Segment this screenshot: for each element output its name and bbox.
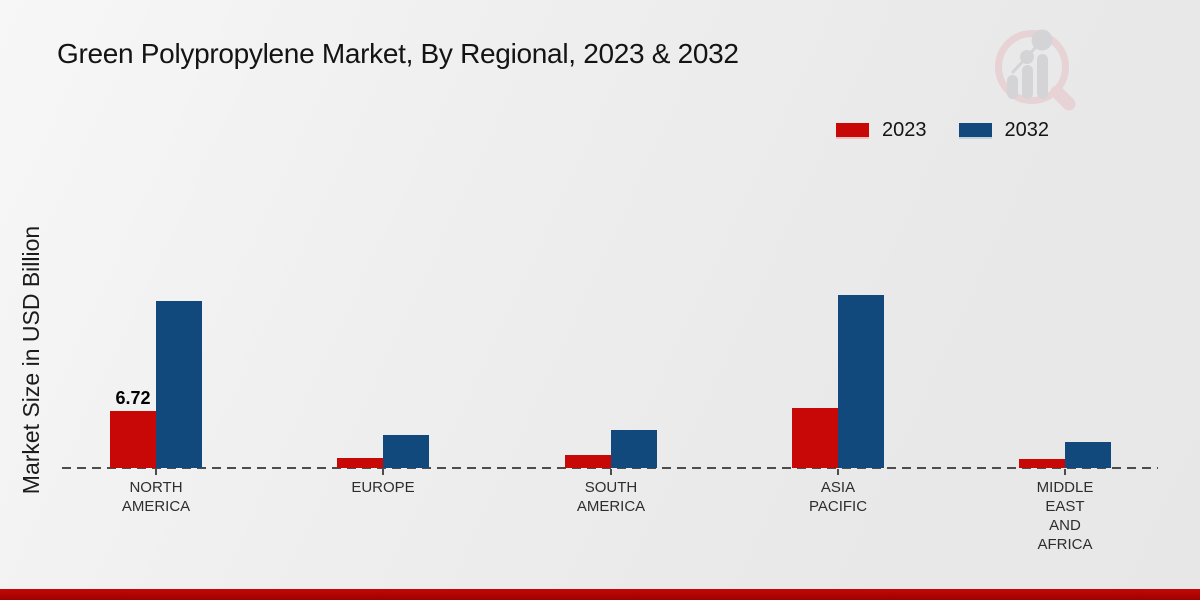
bar-2023-asia-pacific bbox=[792, 408, 838, 468]
magnifier-bar-chart-logo-icon bbox=[995, 29, 1076, 111]
category-label-europe: EUROPE bbox=[351, 479, 415, 496]
category-label-south-america: SOUTH AMERICA bbox=[576, 479, 646, 515]
x-axis-tick-asia-pacific bbox=[837, 469, 839, 475]
legend: 2023 2032 bbox=[836, 119, 1049, 142]
value-label-2023-north-america: 6.72 bbox=[115, 388, 151, 408]
bar-2023-middle-east-and-africa bbox=[1019, 459, 1065, 468]
legend-swatch-2023 bbox=[836, 122, 869, 139]
bar-2032-asia-pacific bbox=[838, 295, 884, 468]
legend-item-2023: 2023 bbox=[836, 119, 927, 142]
legend-label-2032: 2032 bbox=[1004, 119, 1050, 141]
x-axis-tick-europe bbox=[382, 469, 384, 475]
legend-item-2032: 2032 bbox=[958, 119, 1050, 142]
bar-2032-north-america bbox=[156, 301, 202, 468]
y-axis-label: Market Size in USD Billion bbox=[18, 225, 44, 495]
category-label-middle-east-and-africa: MIDDLE EAST AND AFRICA bbox=[1036, 479, 1094, 553]
x-axis-tick-south-america bbox=[610, 469, 612, 475]
bar-2032-middle-east-and-africa bbox=[1065, 442, 1111, 468]
bar-2023-europe bbox=[337, 458, 383, 468]
category-label-north-america: NORTH AMERICA bbox=[121, 479, 191, 515]
legend-swatch-2032 bbox=[958, 122, 992, 139]
x-axis-tick-north-america bbox=[155, 469, 157, 475]
x-axis-baseline bbox=[62, 467, 1158, 469]
bar-2023-north-america bbox=[110, 411, 156, 468]
x-axis-tick-middle-east-and-africa bbox=[1064, 469, 1066, 475]
chart-title: Green Polypropylene Market, By Regional,… bbox=[57, 38, 739, 69]
footer-accent-bar bbox=[0, 589, 1200, 600]
legend-label-2023: 2023 bbox=[882, 119, 927, 141]
category-label-asia-pacific: ASIA PACIFIC bbox=[808, 479, 868, 515]
bar-2032-south-america bbox=[611, 430, 657, 468]
bar-2023-south-america bbox=[565, 455, 611, 468]
bar-2032-europe bbox=[383, 435, 429, 468]
